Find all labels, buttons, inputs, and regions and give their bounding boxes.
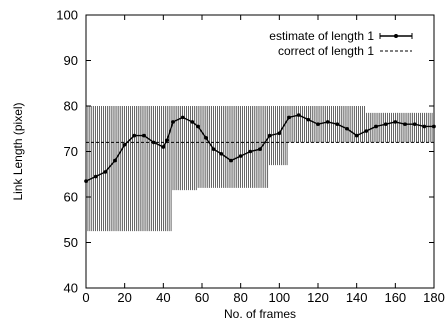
data-point bbox=[325, 120, 330, 124]
x-tick-label: 140 bbox=[346, 290, 368, 305]
data-point bbox=[211, 147, 216, 152]
data-point bbox=[412, 122, 417, 126]
x-axis-ticks: 0 20 40 60 80 100 120 140 160 180 bbox=[82, 15, 445, 305]
data-point bbox=[345, 126, 349, 131]
y-tick-label: 70 bbox=[64, 144, 78, 159]
y-axis-label: Link Length (pixel) bbox=[11, 102, 25, 200]
x-tick-label: 180 bbox=[423, 290, 445, 305]
data-point bbox=[403, 122, 407, 126]
data-point bbox=[316, 122, 320, 126]
data-point bbox=[364, 129, 369, 133]
data-point bbox=[229, 158, 233, 163]
legend-point bbox=[394, 34, 398, 38]
y-tick-label: 90 bbox=[64, 53, 78, 68]
y-tick-label: 100 bbox=[56, 8, 78, 23]
legend: estimate of length 1 correct of length 1 bbox=[269, 29, 413, 58]
data-point bbox=[219, 151, 224, 156]
data-point bbox=[267, 133, 272, 138]
data-point bbox=[142, 133, 146, 138]
data-point bbox=[196, 124, 200, 129]
y-tick-label: 40 bbox=[64, 281, 78, 296]
x-tick-label: 80 bbox=[233, 290, 247, 305]
data-point bbox=[151, 140, 156, 145]
data-point bbox=[122, 142, 127, 147]
data-point bbox=[204, 136, 208, 140]
data-point bbox=[132, 133, 137, 138]
data-point bbox=[374, 124, 378, 129]
data-point bbox=[161, 145, 166, 149]
data-point bbox=[296, 113, 301, 117]
data-point bbox=[248, 149, 253, 154]
data-point bbox=[171, 120, 175, 124]
data-point bbox=[335, 122, 340, 126]
legend-label-estimate: estimate of length 1 bbox=[269, 29, 374, 43]
x-tick-label: 60 bbox=[195, 290, 209, 305]
y-axis-ticks: 40 50 60 70 80 90 100 bbox=[56, 8, 434, 296]
data-point bbox=[113, 158, 117, 163]
data-point bbox=[238, 154, 243, 158]
data-point bbox=[165, 138, 169, 142]
y-tick-label: 60 bbox=[64, 190, 78, 205]
data-point bbox=[93, 174, 98, 179]
x-tick-label: 0 bbox=[82, 290, 89, 305]
data-point bbox=[190, 120, 195, 124]
data-point bbox=[103, 170, 108, 174]
data-point bbox=[422, 124, 427, 129]
x-tick-label: 160 bbox=[384, 290, 406, 305]
data-point bbox=[383, 122, 388, 126]
data-point bbox=[393, 120, 398, 124]
y-tick-label: 50 bbox=[64, 235, 78, 250]
data-point-group bbox=[84, 113, 436, 183]
x-tick-label: 40 bbox=[156, 290, 170, 305]
x-tick-label: 120 bbox=[307, 290, 329, 305]
x-axis-label: No. of frames bbox=[224, 307, 296, 321]
data-point bbox=[306, 117, 311, 122]
x-tick-label: 20 bbox=[117, 290, 131, 305]
data-point bbox=[180, 115, 185, 120]
legend-symbol-estimate bbox=[379, 33, 413, 39]
data-point bbox=[354, 133, 359, 138]
x-tick-label: 100 bbox=[268, 290, 290, 305]
y-tick-label: 80 bbox=[64, 99, 78, 114]
legend-label-correct: correct of length 1 bbox=[278, 44, 374, 58]
data-point bbox=[277, 131, 282, 136]
data-point bbox=[258, 147, 262, 152]
data-point bbox=[287, 115, 291, 120]
